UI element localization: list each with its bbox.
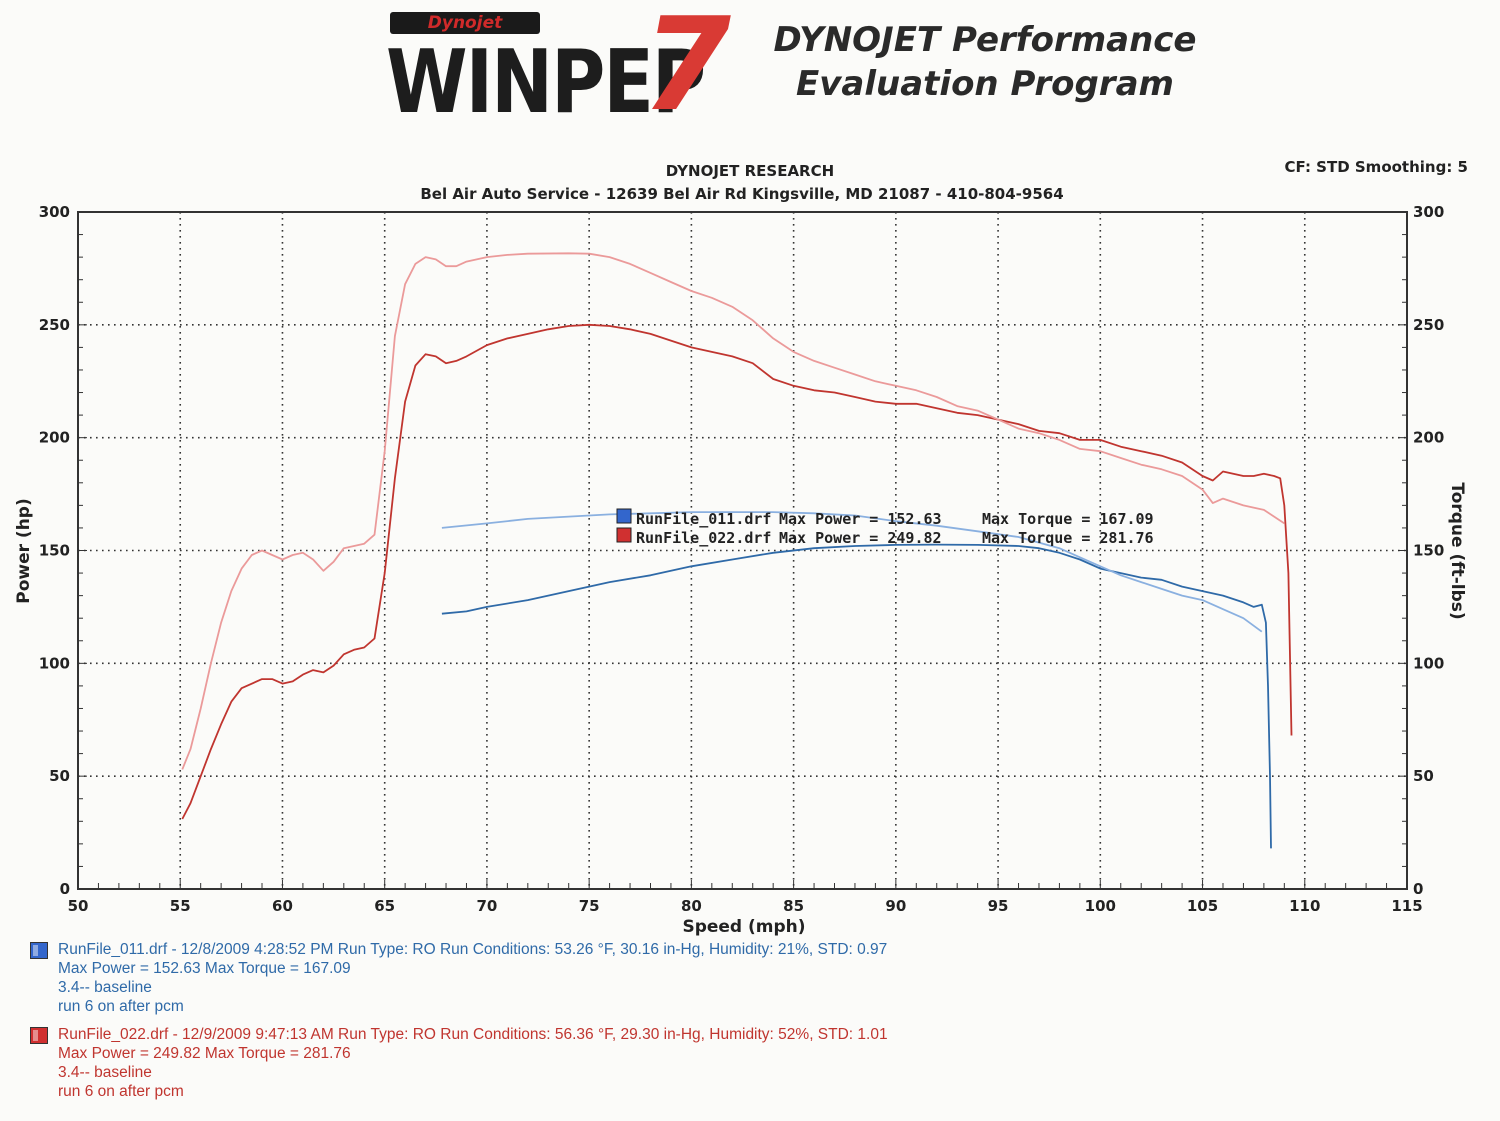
x-axis-title: Speed (mph) [682, 917, 805, 937]
y-tick-label: 0 [60, 880, 70, 898]
y-tick-label: 200 [39, 429, 70, 447]
run-note: run 6 on after pcm [58, 1083, 184, 1100]
legend-power-run-022: Max Power = 249.82 [779, 529, 942, 547]
run-details: RunFile_022.drf - 12/9/2009 9:47:13 AM R… [58, 1026, 888, 1043]
x-tick-label: 100 [1085, 897, 1116, 915]
logo-number: 7 [642, 0, 732, 140]
logo-brand: Dynojet [390, 12, 540, 34]
run-swatch-011 [30, 942, 48, 959]
legend-file-run-011: RunFile_011.drf [636, 510, 771, 528]
x-tick-label: 75 [579, 897, 600, 915]
run-note: run 6 on after pcm [58, 998, 184, 1015]
x-tick-label: 105 [1187, 897, 1218, 915]
run-details: RunFile_011.drf - 12/8/2009 4:28:52 PM R… [58, 941, 888, 958]
series-line-2 [181, 323, 1293, 820]
legend-torque-run-022: Max Torque = 281.76 [982, 529, 1154, 547]
correction-factor-label: CF: STD Smoothing: 5 [1284, 158, 1468, 176]
y2-tick-label: 50 [1413, 767, 1434, 785]
run-note: 3.4-- baseline [58, 1064, 152, 1081]
run-swatch-022 [30, 1027, 48, 1044]
tick-marks [77, 211, 1408, 890]
y-tick-label: 150 [39, 542, 70, 560]
program-title-line1: DYNOJET Performance [773, 20, 1197, 60]
series-layer [181, 252, 1293, 849]
x-tick-label: 90 [885, 897, 906, 915]
x-tick-label: 85 [783, 897, 804, 915]
legend-swatch-run-011 [616, 508, 632, 524]
series-line-1 [441, 511, 1263, 633]
legend-file-run-022: RunFile_022.drf [636, 529, 771, 547]
x-tick-label: 115 [1391, 897, 1422, 915]
y-axis-title: Power (hp) [14, 498, 34, 604]
x-tick-label: 65 [374, 897, 395, 915]
run-max-values: Max Power = 249.82 Max Torque = 281.76 [58, 1045, 351, 1062]
y-tick-label: 300 [39, 203, 70, 221]
series-line-0 [441, 543, 1272, 849]
legend-power-run-011: Max Power = 152.63 [779, 510, 942, 528]
legend-swatch-run-022 [616, 527, 632, 543]
x-tick-label: 60 [272, 897, 293, 915]
y-tick-label: 100 [39, 654, 70, 672]
x-tick-label: 80 [681, 897, 702, 915]
research-label: DYNOJET RESEARCH [665, 162, 835, 180]
program-title-line2: Evaluation Program [796, 64, 1174, 104]
run-info-footer: RunFile_011.drf - 12/8/2009 4:28:52 PM R… [30, 940, 1130, 1110]
y-tick-label: 50 [49, 767, 70, 785]
y2-axis-title: Torque (ft-lbs) [1447, 482, 1467, 619]
chart-legend: RunFile_011.drf Max Power = 152.63 Max T… [616, 508, 1154, 547]
run-info-011: RunFile_011.drf - 12/8/2009 4:28:52 PM R… [30, 940, 1130, 1016]
y-tick-label: 250 [39, 316, 70, 334]
x-tick-label: 95 [988, 897, 1009, 915]
x-tick-label: 55 [170, 897, 191, 915]
run-note: 3.4-- baseline [58, 979, 152, 996]
x-tick-label: 50 [68, 897, 89, 915]
run-info-022: RunFile_022.drf - 12/9/2009 9:47:13 AM R… [30, 1025, 1130, 1101]
program-title: DYNOJET Performance Evaluation Program [750, 18, 1220, 106]
x-tick-label: 110 [1289, 897, 1320, 915]
legend-torque-run-011: Max Torque = 167.09 [982, 510, 1154, 528]
y2-tick-label: 0 [1413, 880, 1423, 898]
y2-tick-label: 200 [1413, 429, 1444, 447]
run-max-values: Max Power = 152.63 Max Torque = 167.09 [58, 960, 351, 977]
y2-tick-label: 150 [1413, 542, 1444, 560]
winpep-logo: Dynojet WINPEP 7 [384, 0, 736, 140]
grid [78, 212, 1407, 889]
series-line-3 [181, 252, 1285, 770]
y2-tick-label: 250 [1413, 316, 1444, 334]
y2-tick-label: 100 [1413, 654, 1444, 672]
shop-address: Bel Air Auto Service - 12639 Bel Air Rd … [420, 185, 1064, 203]
y2-tick-label: 300 [1413, 203, 1444, 221]
x-tick-label: 70 [476, 897, 497, 915]
logo-word: WINPEP [386, 32, 706, 134]
